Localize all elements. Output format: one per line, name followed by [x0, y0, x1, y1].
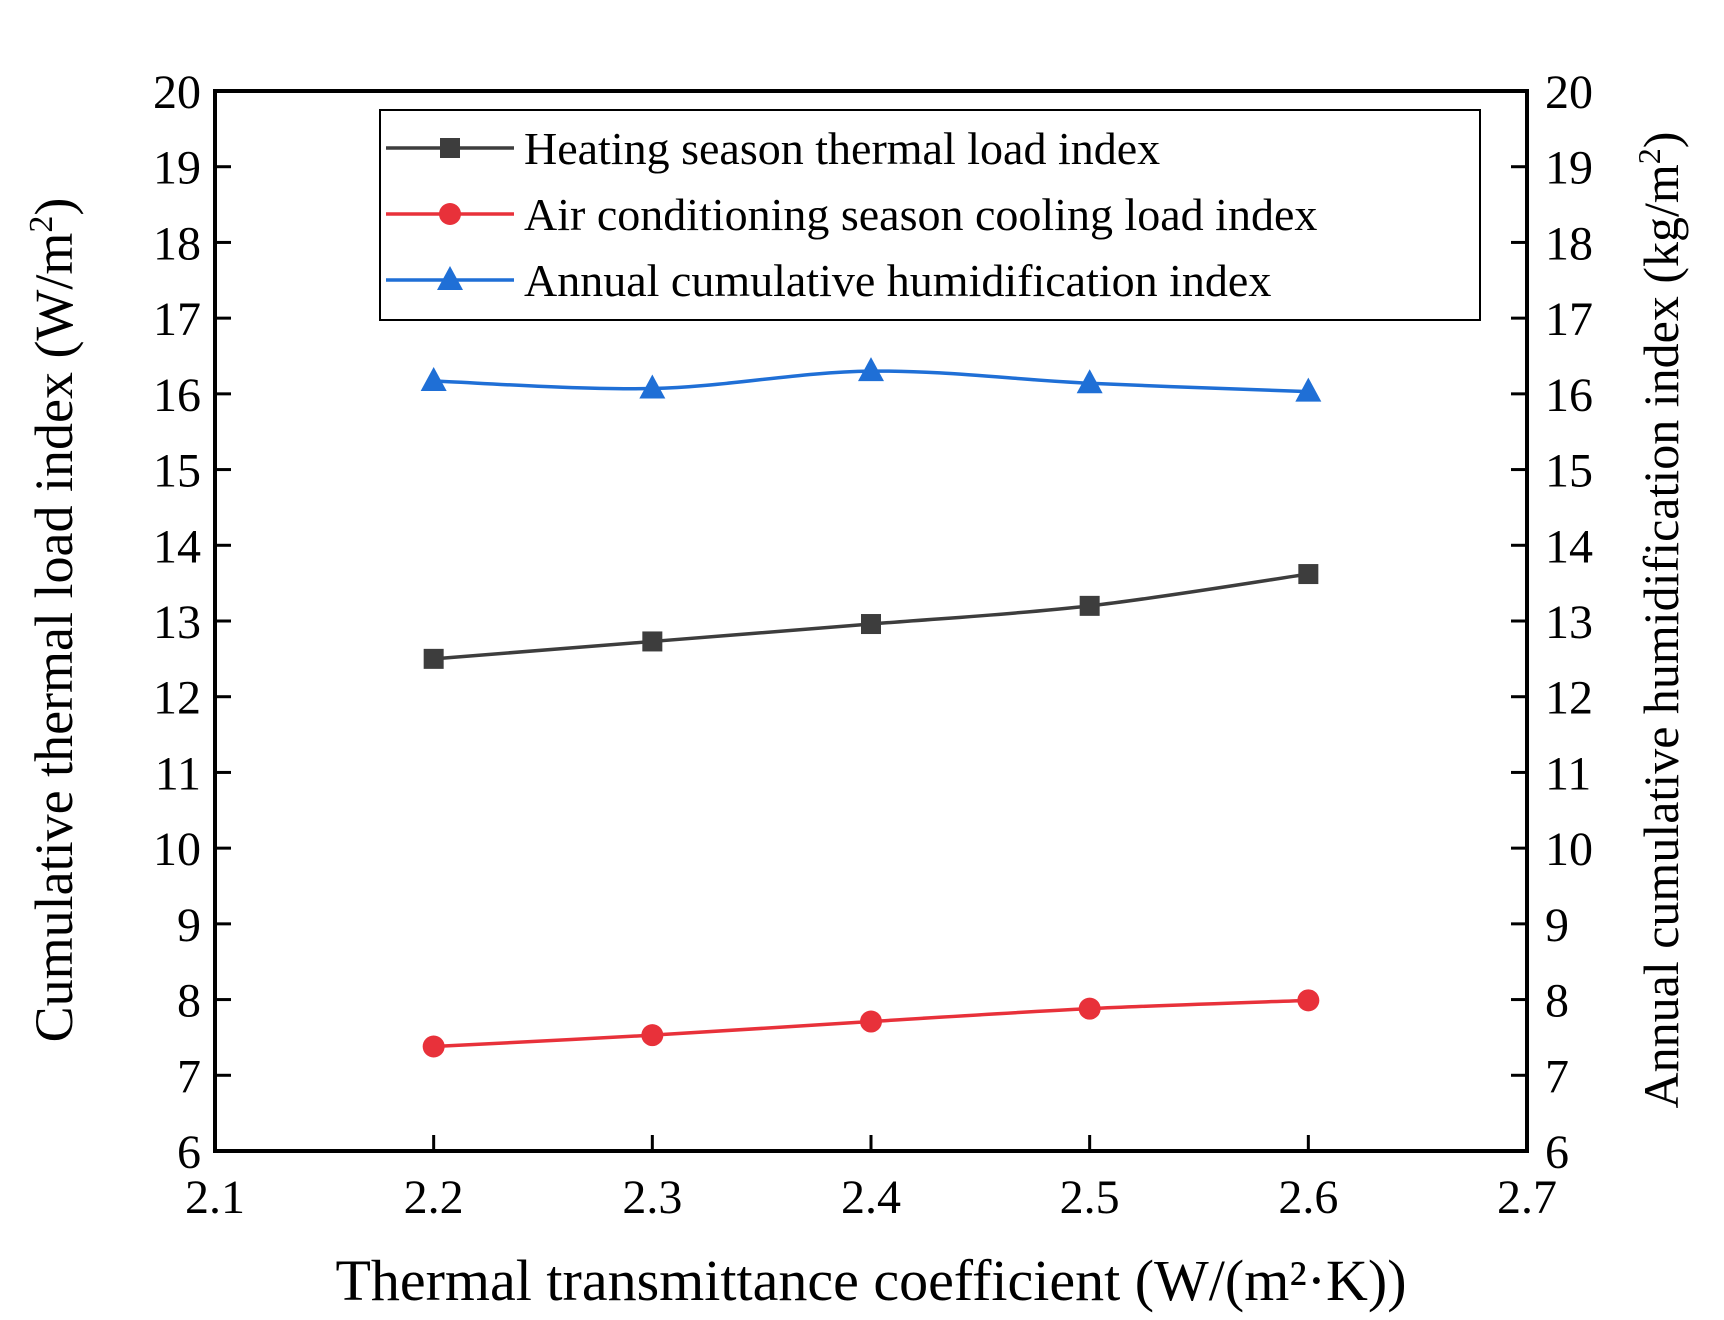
y-tick-label-left: 14	[153, 520, 201, 573]
x-tick-label: 2.2	[404, 1171, 464, 1224]
legend-item: Air conditioning season cooling load ind…	[386, 189, 1317, 240]
data-point	[860, 1010, 882, 1033]
y-tick-label-right: 20	[1545, 66, 1593, 119]
legend-label: Air conditioning season cooling load ind…	[524, 189, 1317, 240]
y-tick-label-right: 11	[1545, 747, 1591, 800]
data-point	[1078, 997, 1101, 1020]
y-axis-label-left-superscript: 2	[23, 216, 60, 233]
y-tick-label-right: 12	[1545, 672, 1593, 725]
legend-marker	[440, 138, 460, 158]
data-point	[861, 614, 881, 635]
legend: Heating season thermal load index Air con…	[379, 109, 1481, 321]
y-tick-label-left: 19	[153, 142, 201, 195]
data-point	[420, 366, 447, 391]
data-point	[422, 1035, 445, 1058]
data-point	[1079, 595, 1100, 616]
x-tick-label: 2.3	[622, 1171, 682, 1224]
y-tick-label-right: 10	[1545, 823, 1593, 876]
x-tick-label: 2.5	[1060, 1171, 1120, 1224]
data-point	[642, 631, 663, 652]
y-tick-label-right: 6	[1545, 1126, 1569, 1179]
data-point	[1076, 369, 1103, 394]
series-3	[420, 357, 1322, 402]
x-tick-label: 2.1	[185, 1171, 245, 1224]
legend-box	[379, 109, 1481, 321]
data-point	[1295, 377, 1322, 402]
legend-label: Heating season thermal load index	[524, 123, 1160, 174]
legend-item: Heating season thermal load index	[386, 123, 1160, 174]
series-2	[422, 989, 1320, 1058]
y-tick-label-right: 16	[1545, 369, 1593, 422]
x-tick-label: 2.7	[1497, 1171, 1557, 1224]
legend-item: Annual cumulative humidification index	[386, 255, 1271, 306]
data-point	[858, 357, 884, 382]
x-tick-label: 2.4	[841, 1171, 901, 1224]
y-axis-label-right-superscript: 2	[1631, 148, 1667, 164]
y-tick-label-left: 6	[177, 1126, 201, 1179]
y-tick-label-right: 19	[1545, 142, 1593, 195]
x-axis-label: Thermal transmittance coefficient (W/(m²…	[335, 1248, 1406, 1313]
y-tick-label-right: 18	[1545, 217, 1593, 270]
y-axis-label-right: Annual cumulative humidification index (…	[1631, 132, 1689, 1109]
y-tick-label-left: 16	[153, 369, 201, 422]
y-tick-label-right: 14	[1545, 520, 1593, 573]
y-tick-label-right: 13	[1545, 596, 1593, 649]
y-tick-label-left: 12	[153, 672, 201, 725]
y-tick-label-left: 13	[153, 596, 201, 649]
data-point	[641, 1024, 664, 1047]
data-point	[639, 374, 666, 399]
series-1	[423, 564, 1319, 669]
y-tick-label-left: 15	[153, 445, 201, 498]
legend-marker	[437, 266, 463, 290]
data-point	[1297, 989, 1320, 1012]
y-tick-label-right: 8	[1545, 975, 1569, 1028]
y-tick-label-left: 8	[177, 975, 201, 1028]
data-point	[423, 648, 444, 669]
y-tick-label-right: 7	[1545, 1050, 1569, 1103]
y-tick-label-right: 15	[1545, 445, 1593, 498]
y-axis-label-left: Cumulative thermal load index (W/m2)	[23, 198, 84, 1043]
x-tick-label: 2.6	[1278, 1171, 1338, 1224]
y-tick-label-left: 7	[177, 1050, 201, 1103]
data-point	[1298, 564, 1319, 585]
y-tick-label-right: 9	[1545, 899, 1569, 952]
legend-marker	[439, 203, 461, 225]
y-tick-label-right: 17	[1545, 293, 1593, 346]
y-tick-label-left: 9	[177, 899, 201, 952]
y-tick-label-left: 17	[153, 293, 201, 346]
y-tick-label-left: 10	[153, 823, 201, 876]
y-tick-label-left: 11	[155, 747, 201, 800]
y-tick-label-left: 18	[153, 217, 201, 270]
y-tick-label-left: 20	[153, 66, 201, 119]
legend-label: Annual cumulative humidification index	[524, 255, 1271, 306]
